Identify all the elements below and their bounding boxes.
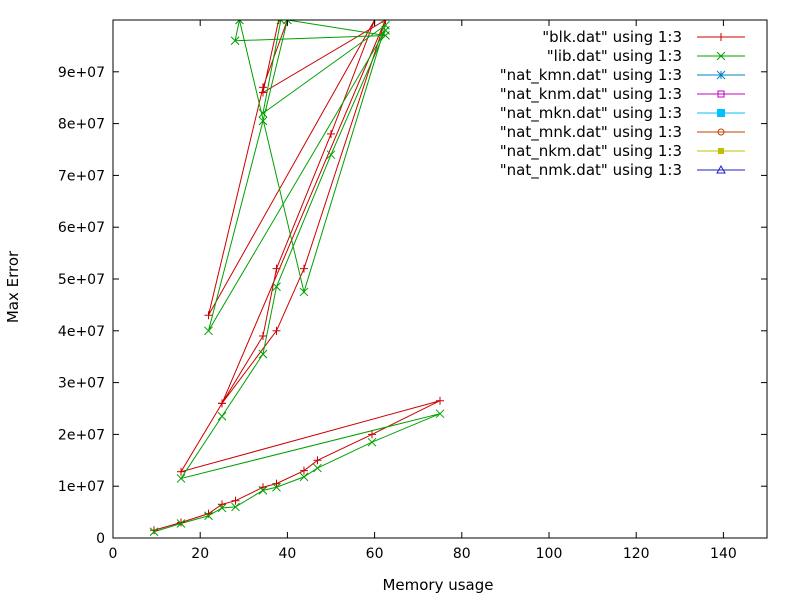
legend-swatch-marker: [717, 128, 725, 136]
legend-label: "nat_kmn.dat" using 1:3: [500, 66, 682, 85]
data-point: [313, 456, 322, 465]
data-point: [177, 518, 186, 527]
data-point: [381, 31, 390, 40]
data-point: [230, 36, 240, 46]
x-tick-label: 20: [191, 546, 209, 562]
legend-label: "nat_mkn.dat" using 1:3: [500, 104, 682, 123]
data-point: [149, 527, 159, 537]
x-tick-label: 120: [623, 546, 650, 562]
y-tick-label: 9e+07: [58, 65, 105, 81]
data-point: [177, 467, 186, 476]
data-point: [367, 437, 377, 447]
data-point: [258, 485, 268, 495]
data-point: [436, 396, 444, 405]
data-point: [231, 502, 240, 512]
data-point: [258, 108, 268, 118]
legend-swatch-marker: [717, 109, 725, 117]
y-tick-label: 1e+07: [58, 479, 105, 495]
data-point: [204, 311, 213, 320]
y-tick-label: 4e+07: [58, 324, 105, 340]
data-point: [299, 287, 309, 297]
data-point: [272, 282, 281, 292]
data-point: [272, 326, 281, 335]
data-point: [218, 399, 226, 408]
data-point: [313, 463, 322, 473]
data-point: [217, 503, 227, 513]
x-axis-ticks: 0 20 40 60 80 100 120 140: [109, 20, 737, 562]
x-tick-label: 0: [109, 546, 118, 562]
y-tick-label: 7e+07: [58, 168, 105, 184]
data-point: [258, 349, 268, 359]
y-tick-label: 2e+07: [58, 427, 105, 443]
plot-markers: [149, 20, 445, 537]
legend-swatch-marker: [718, 148, 724, 154]
y-axis-ticks: 0 1e+07 2e+07 3e+07 4e+07 5e+07 6e+07 7e+07 8e+0…: [58, 65, 767, 547]
data-point: [204, 326, 213, 336]
data-point: [326, 150, 336, 160]
data-point: [272, 482, 281, 492]
data-point: [299, 264, 308, 273]
legend-swatch-marker: [716, 51, 726, 61]
data-point: [367, 430, 376, 439]
legend-label: "nat_knm.dat" using 1:3: [500, 85, 682, 104]
x-tick-label: 100: [536, 546, 563, 562]
data-point: [258, 331, 267, 340]
legend-swatch-marker: [716, 164, 726, 174]
data-point: [217, 411, 227, 421]
data-point: [381, 20, 390, 24]
legend-swatch-marker: [717, 90, 725, 98]
legend-label: "nat_nkm.dat" using 1:3: [500, 142, 682, 161]
y-tick-label: 5e+07: [58, 272, 105, 288]
legend-swatch-marker: [716, 70, 726, 80]
data-point: [435, 409, 445, 419]
legend: "blk.dat" using 1:3"lib.dat" using 1:3"n…: [500, 28, 745, 180]
data-point: [283, 20, 292, 25]
y-tick-label: 8e+07: [58, 117, 105, 133]
legend-label: "nat_mnk.dat" using 1:3: [500, 123, 682, 142]
y-axis-title: Max Error: [4, 250, 22, 323]
x-tick-label: 80: [453, 546, 471, 562]
data-point: [176, 519, 186, 528]
y-tick-label: 3e+07: [58, 376, 105, 392]
data-point: [218, 500, 226, 509]
data-point: [327, 129, 335, 138]
x-tick-label: 40: [278, 546, 296, 562]
x-axis-title: Memory usage: [382, 576, 493, 594]
data-point: [272, 264, 281, 273]
data-point: [176, 474, 186, 483]
x-tick-label: 60: [366, 546, 384, 562]
legend-label: "nat_nmk.dat" using 1:3: [500, 161, 682, 180]
data-point: [272, 479, 281, 488]
legend-swatch-marker: [717, 33, 725, 41]
legend-label: "blk.dat" using 1:3: [542, 28, 682, 46]
x-tick-label: 140: [710, 546, 737, 562]
data-point: [299, 466, 308, 475]
data-point: [149, 526, 158, 535]
data-point: [381, 20, 390, 30]
data-point: [258, 88, 267, 97]
data-point: [235, 20, 244, 25]
y-tick-label: 6e+07: [58, 220, 105, 236]
data-point: [204, 511, 213, 521]
data-point: [276, 20, 286, 25]
legend-label: "lib.dat" using 1:3: [547, 47, 682, 65]
y-tick-label: 0: [96, 531, 105, 547]
data-point: [299, 472, 309, 482]
data-point: [231, 496, 240, 505]
data-point: [258, 116, 268, 126]
